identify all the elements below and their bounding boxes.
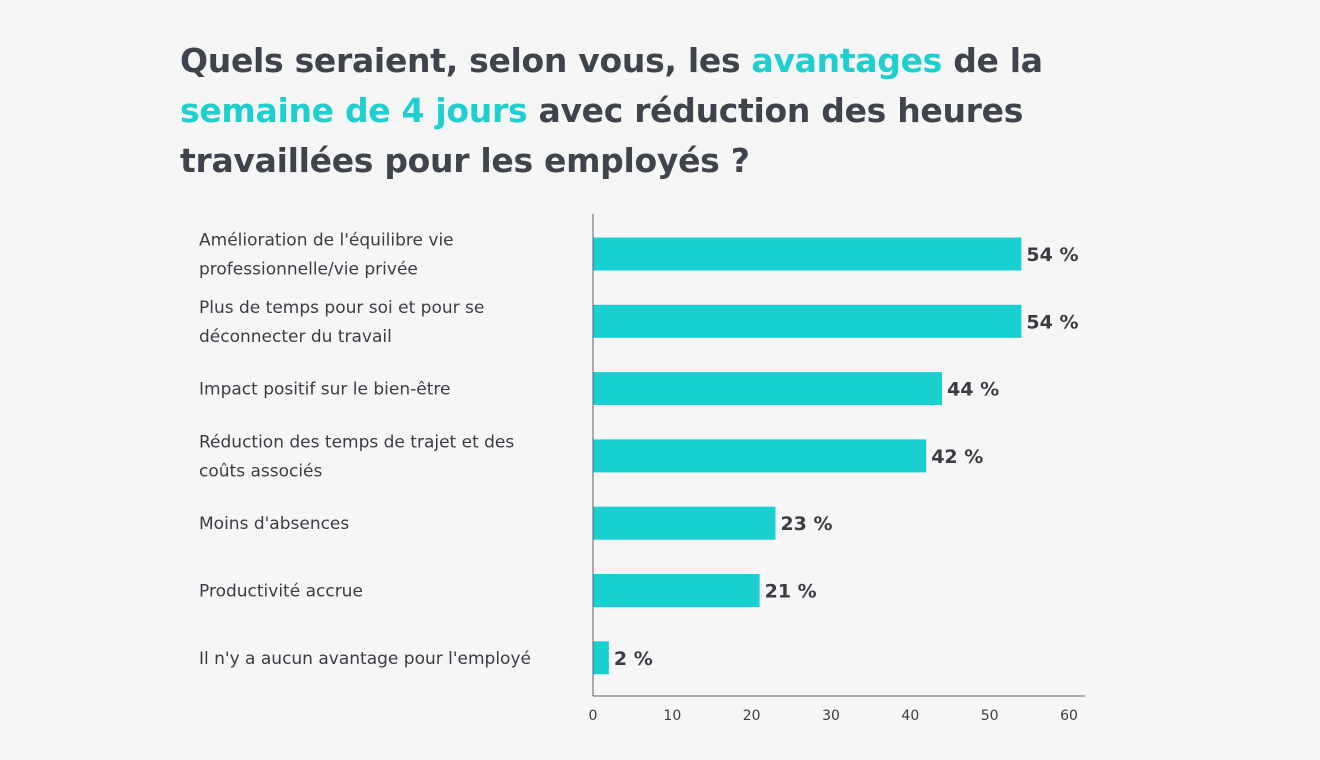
value-label: 44 % — [947, 379, 999, 401]
x-tick-label: 60 — [1060, 708, 1078, 724]
bar — [593, 304, 1022, 338]
bar — [593, 574, 760, 607]
category-label: Impact positif sur le bien-être — [199, 380, 450, 400]
bar — [593, 237, 1022, 271]
title-text: de la — [942, 41, 1043, 80]
value-label: 54 % — [1026, 244, 1078, 266]
bar — [593, 439, 927, 473]
value-label: 21 % — [765, 581, 817, 603]
category-label-line: Impact positif sur le bien-être — [199, 380, 450, 400]
x-tick-label: 10 — [663, 708, 681, 724]
category-label-line: Plus de temps pour soi et pour se — [199, 298, 484, 318]
x-tick-label: 20 — [743, 708, 761, 724]
category-label-line: professionnelle/vie privée — [199, 260, 418, 280]
category-label-line: Il n'y a aucun avantage pour l'employé — [199, 649, 531, 669]
value-label: 23 % — [780, 513, 832, 535]
category-labels-group: Amélioration de l'équilibre vie professio… — [199, 231, 531, 669]
value-labels-group: 54 % 54 % 44 % 42 % 23 % 21 % 2 % — [614, 244, 1079, 670]
category-label-line: Amélioration de l'équilibre vie — [199, 231, 454, 251]
category-label-line: Réduction des temps de trajet et des — [199, 432, 514, 452]
bar — [593, 372, 943, 406]
title-text: avec réduction des heures travaillées po… — [180, 91, 1024, 180]
title-text: Quels seraient, selon vous, les — [180, 41, 752, 80]
category-label: Plus de temps pour soi et pour se déconne… — [199, 298, 484, 347]
category-label: Amélioration de l'équilibre vie professio… — [199, 231, 454, 280]
x-tick-label: 40 — [901, 708, 919, 724]
value-label: 42 % — [931, 446, 983, 468]
bar — [593, 641, 609, 675]
title-highlight: avantages — [751, 41, 943, 80]
bars-group — [593, 237, 1022, 675]
category-label-line: coûts associés — [199, 461, 323, 481]
x-tick-label: 50 — [981, 708, 999, 724]
category-label: Il n'y a aucun avantage pour l'employé — [199, 649, 531, 669]
x-tick-labels-group: 0 10 20 30 40 50 60 — [589, 708, 1078, 724]
value-label: 2 % — [614, 648, 653, 670]
bar — [593, 506, 776, 540]
category-label: Productivité accrue — [199, 582, 363, 602]
x-tick-label: 0 — [589, 708, 598, 724]
category-label: Moins d'absences — [199, 514, 349, 534]
chart-title: Quels seraient, selon vous, les avantage… — [180, 36, 1140, 186]
category-label: Réduction des temps de trajet et des coût… — [199, 432, 514, 481]
category-label-line: déconnecter du travail — [199, 327, 392, 347]
category-label-line: Moins d'absences — [199, 514, 349, 534]
title-highlight: semaine de 4 jours — [180, 91, 528, 130]
value-label: 54 % — [1026, 311, 1078, 333]
x-tick-label: 30 — [822, 708, 840, 724]
category-label-line: Productivité accrue — [199, 582, 363, 602]
